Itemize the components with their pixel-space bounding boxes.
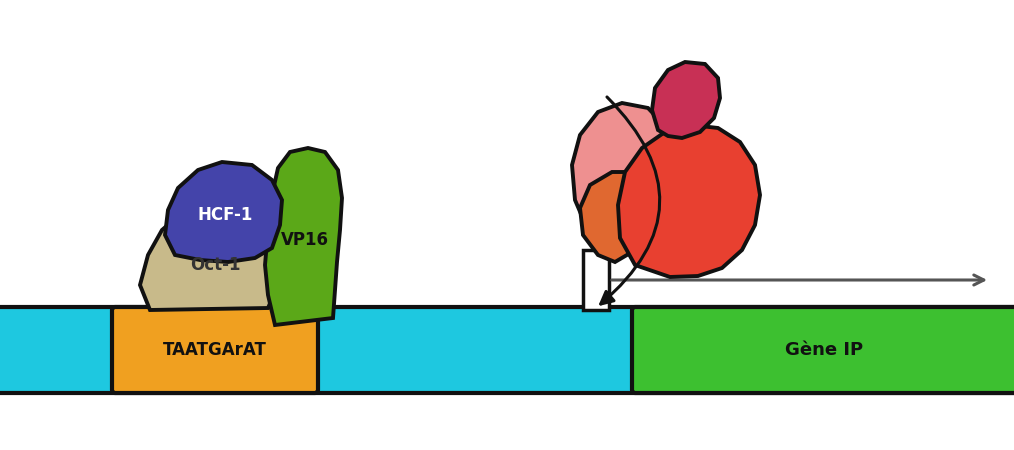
Polygon shape bbox=[580, 172, 655, 262]
FancyBboxPatch shape bbox=[632, 307, 1014, 393]
Polygon shape bbox=[265, 148, 342, 325]
FancyBboxPatch shape bbox=[112, 307, 318, 393]
Text: TAATGArAT: TAATGArAT bbox=[163, 341, 267, 359]
Polygon shape bbox=[165, 162, 282, 262]
FancyBboxPatch shape bbox=[0, 307, 1014, 393]
Polygon shape bbox=[652, 62, 720, 138]
Text: Gène IP: Gène IP bbox=[786, 341, 864, 359]
Polygon shape bbox=[618, 125, 760, 277]
Bar bbox=[583, 250, 609, 310]
FancyArrowPatch shape bbox=[600, 97, 660, 304]
Polygon shape bbox=[572, 103, 670, 240]
Text: VP16: VP16 bbox=[281, 231, 329, 249]
Polygon shape bbox=[140, 202, 282, 310]
Text: HCF-1: HCF-1 bbox=[198, 206, 252, 224]
Text: Oct-1: Oct-1 bbox=[190, 256, 240, 274]
